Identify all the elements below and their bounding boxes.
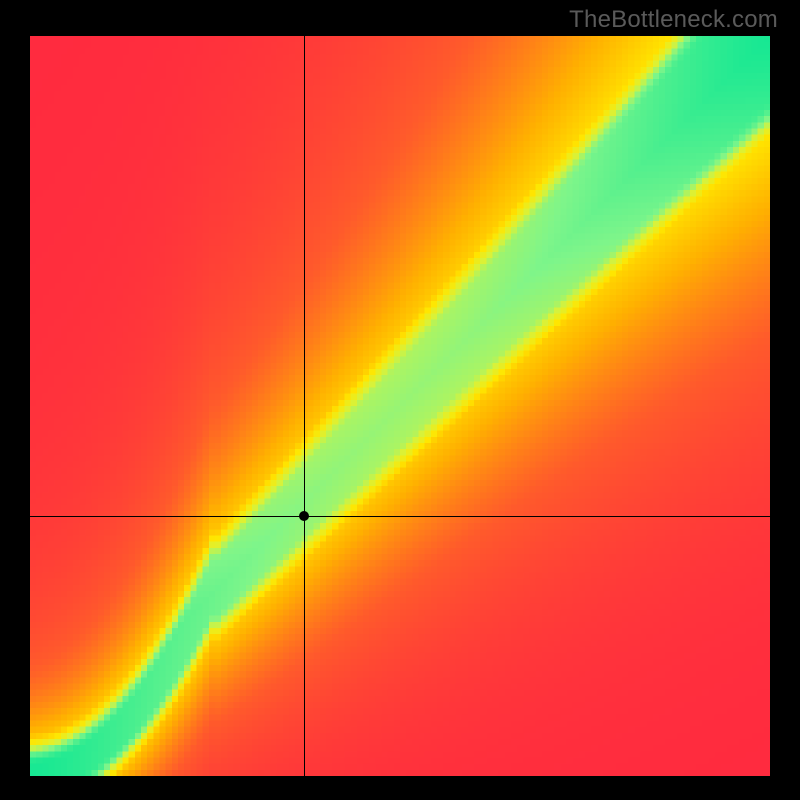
page-background: TheBottleneck.com xyxy=(0,0,800,800)
crosshair-horizontal xyxy=(30,516,770,517)
bottleneck-heatmap xyxy=(30,36,770,776)
crosshair-marker xyxy=(299,511,309,521)
crosshair-vertical xyxy=(304,36,305,776)
watermark-text: TheBottleneck.com xyxy=(569,6,778,34)
